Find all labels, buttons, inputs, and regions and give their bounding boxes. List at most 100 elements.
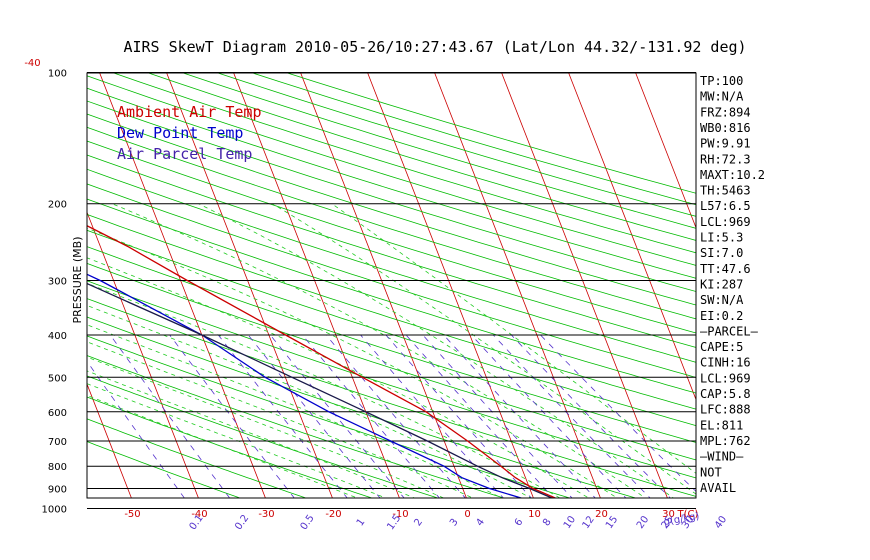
isotherm-line xyxy=(0,63,72,518)
series-line-parcel xyxy=(87,282,554,498)
dry-adiabat-line xyxy=(286,73,696,194)
dry-adiabat-line xyxy=(87,126,696,320)
pressure-tick-label: 200 xyxy=(48,200,67,211)
mixing-ratio-line xyxy=(247,334,381,498)
bottom-temp-tick-label: 30 xyxy=(662,509,675,520)
pressure-tick-label: 700 xyxy=(48,437,67,448)
mixing-ratio-line xyxy=(360,334,504,498)
dry-adiabat-line xyxy=(87,183,696,378)
isotherm-line xyxy=(300,73,467,498)
legend-parcel: Air Parcel Temp xyxy=(117,145,252,163)
bottom-temp-tick-label: -10 xyxy=(392,509,408,520)
dry-adiabat-line xyxy=(87,168,696,363)
legend: Ambient Air Temp Dew Point Temp Air Parc… xyxy=(117,103,262,163)
isotherm-line xyxy=(635,73,696,229)
stability-index: PW:9.91 xyxy=(700,137,751,151)
mixing-ratio-label: 3 xyxy=(448,517,461,529)
moist-adiabat-line xyxy=(87,383,387,498)
dry-adiabat-line xyxy=(87,100,696,292)
y-axis-label: PRESSURE (MB) xyxy=(71,237,84,324)
dry-adiabat-line xyxy=(112,73,696,254)
mixing-ratio-label: 20 xyxy=(635,514,651,531)
mixing-ratio-label: 0.2 xyxy=(233,513,251,532)
mixing-ratio-line xyxy=(87,360,185,498)
stability-index: TH:5463 xyxy=(700,184,751,198)
moist-adiabat-line xyxy=(87,304,532,498)
mixing-ratio-line xyxy=(109,334,231,498)
stability-index: —PARCEL— xyxy=(700,324,759,338)
isotherm-line xyxy=(434,73,601,498)
stability-index: EL:811 xyxy=(700,418,743,432)
series-line-temp xyxy=(87,225,557,498)
moist-adiabat-line xyxy=(331,203,696,474)
stability-index: WB0:816 xyxy=(700,121,751,135)
stability-index: KI:287 xyxy=(700,278,743,292)
stability-index: LCL:969 xyxy=(700,215,751,229)
mixing-ratio-line xyxy=(471,334,627,498)
isotherm-line xyxy=(99,73,266,498)
mixing-ratio-label: 40 xyxy=(713,514,729,531)
chart-title: AIRS SkewT Diagram 2010-05-26/10:27:43.6… xyxy=(123,38,746,56)
pressure-tick-label: 100 xyxy=(48,69,67,80)
moist-adiabat-line xyxy=(111,203,647,498)
bottom-temp-tick-label: 20 xyxy=(595,509,608,520)
moist-adiabat-line xyxy=(87,356,445,498)
dry-adiabat-line xyxy=(87,375,439,498)
dry-adiabat-line xyxy=(87,75,696,266)
stability-index: EI:0.2 xyxy=(700,309,743,323)
mixing-ratio-label: 6 xyxy=(513,517,526,529)
isotherm-line xyxy=(233,73,400,498)
bottom-temp-tick-label: -20 xyxy=(325,509,341,520)
moist-adiabat-line xyxy=(87,282,561,498)
dry-adiabat-line xyxy=(87,280,696,479)
dry-adiabat-line xyxy=(87,335,571,498)
bottom-axis-unit: T(C) xyxy=(677,509,699,520)
legend-dew: Dew Point Temp xyxy=(117,124,243,142)
stability-index: RH:72.3 xyxy=(700,152,751,166)
stability-index: CINH:16 xyxy=(700,356,751,370)
series-line-dew xyxy=(87,273,524,498)
stability-index: LFC:888 xyxy=(700,403,751,417)
pressure-tick-label: 800 xyxy=(48,462,67,473)
stability-index: LI:5.3 xyxy=(700,231,743,245)
pressure-tick-label: 900 xyxy=(48,485,67,496)
stability-index: CAPE:5 xyxy=(700,340,743,354)
mixing-ratio-label: 8 xyxy=(541,517,554,529)
mixing-ratio-line xyxy=(422,334,573,498)
mixing-ratio-line xyxy=(270,334,405,498)
mixing-ratio-line xyxy=(325,334,466,498)
stability-index: TT:47.6 xyxy=(700,262,751,276)
moist-adiabat-line xyxy=(87,341,474,498)
moist-adiabat-line xyxy=(87,324,503,498)
stability-index: AVAIL xyxy=(700,481,736,495)
dry-adiabat-line xyxy=(87,198,696,394)
pressure-tick-label: 400 xyxy=(48,331,67,342)
dry-adiabat-line xyxy=(87,441,241,498)
mixing-ratio-line xyxy=(217,334,348,498)
bottom-temp-tick-label: -30 xyxy=(258,509,274,520)
mixing-ratio-line xyxy=(493,334,651,498)
stability-index: SI:7.0 xyxy=(700,246,743,260)
mixing-ratio-line xyxy=(511,334,671,498)
stability-index: MPL:762 xyxy=(700,434,751,448)
moist-adiabat-line xyxy=(87,395,359,498)
mixing-ratio-line xyxy=(443,334,596,498)
dry-adiabat-line xyxy=(87,316,637,498)
isotherm-line xyxy=(367,73,534,498)
dry-adiabat-line xyxy=(87,140,696,334)
isotherm-line xyxy=(568,73,696,401)
mixing-ratio-label: 2 xyxy=(412,517,425,529)
isotherm-line xyxy=(501,73,668,498)
dry-adiabat-line xyxy=(87,418,307,498)
stability-index: TP:100 xyxy=(700,74,743,88)
dry-adiabat-line xyxy=(87,113,696,306)
dry-adiabat-line xyxy=(87,87,696,279)
plot-frame xyxy=(86,72,697,499)
dry-adiabat-line xyxy=(87,262,696,461)
top-temp-tick-label: -40 xyxy=(24,58,40,69)
isotherm-line xyxy=(0,63,5,518)
mixing-ratio-label: 0.5 xyxy=(299,513,317,532)
mixing-ratio-label: 4 xyxy=(474,517,487,529)
